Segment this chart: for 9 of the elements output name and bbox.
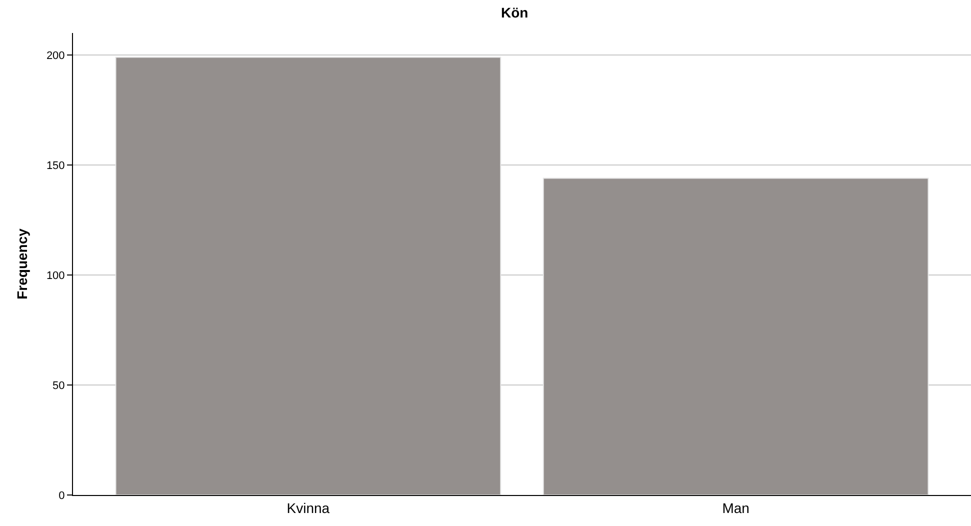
y-tick-label: 200 — [46, 50, 65, 62]
x-tick-label: Man — [722, 500, 750, 516]
y-axis-title: Frequency — [14, 228, 30, 300]
x-tick-label: Kvinna — [286, 500, 330, 516]
y-tick-label: 100 — [46, 270, 65, 282]
y-tick-label: 150 — [46, 160, 65, 172]
y-tick-label: 0 — [58, 490, 65, 502]
chart-title: Kön — [501, 4, 528, 21]
y-tick-label: 50 — [52, 380, 65, 392]
